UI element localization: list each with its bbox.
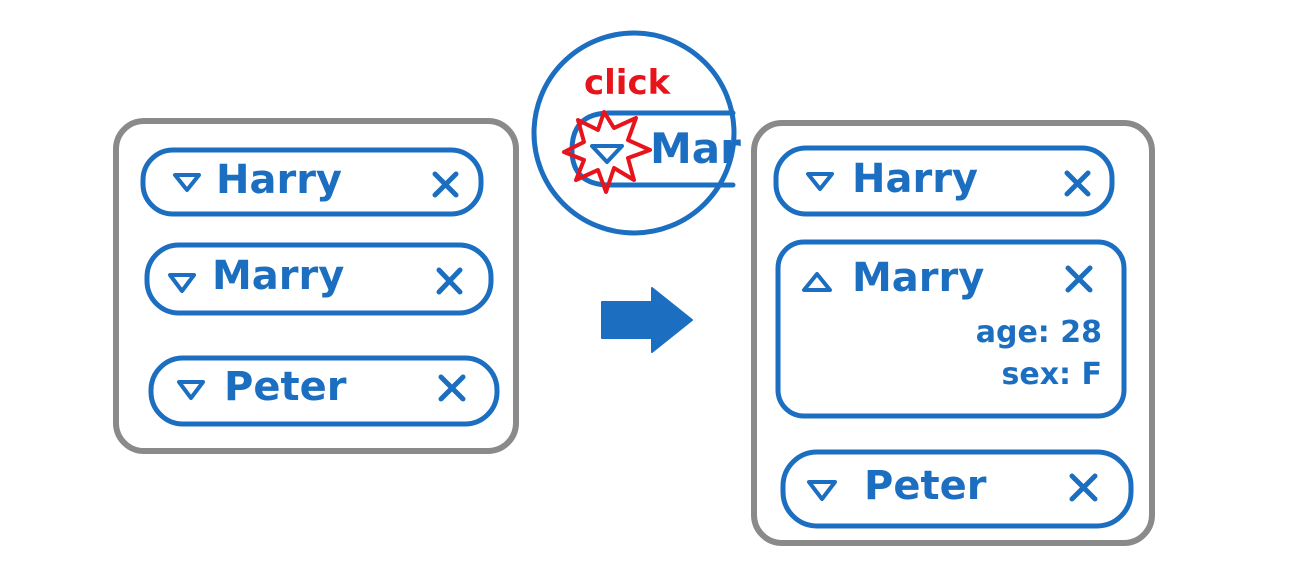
item-name-peter: Peter: [864, 463, 987, 509]
close-icon[interactable]: [1064, 170, 1091, 197]
before-item-harry[interactable]: [140, 147, 484, 217]
after-item-harry[interactable]: [773, 145, 1115, 217]
item-name-marry: Marry: [212, 253, 345, 299]
zoom-partial-name: Mar: [650, 124, 741, 173]
arrow-right-icon: [601, 287, 693, 353]
item-name-marry: Marry: [852, 255, 985, 301]
item-name-harry: Harry: [216, 157, 342, 203]
close-icon[interactable]: [432, 171, 459, 198]
item-name-peter: Peter: [224, 364, 347, 410]
detail-sex: sex: F: [1001, 357, 1103, 392]
caret-down-icon[interactable]: [177, 380, 205, 400]
caret-up-icon[interactable]: [802, 272, 832, 292]
click-label: click: [584, 63, 671, 103]
detail-age: age: 28: [975, 315, 1102, 350]
close-icon[interactable]: [1065, 265, 1093, 293]
after-item-marry[interactable]: [775, 239, 1127, 419]
close-icon[interactable]: [436, 267, 463, 295]
caret-down-icon[interactable]: [807, 480, 837, 501]
zoom-circle: [531, 30, 737, 236]
after-item-peter[interactable]: [780, 449, 1134, 529]
before-item-marry[interactable]: [144, 242, 494, 316]
close-icon[interactable]: [438, 374, 466, 402]
before-panel-frame: [113, 118, 519, 454]
item-name-harry: Harry: [852, 156, 978, 202]
caret-down-icon[interactable]: [806, 172, 834, 191]
starburst-icon: [562, 110, 652, 194]
caret-down-icon[interactable]: [168, 273, 196, 293]
caret-down-icon[interactable]: [173, 173, 201, 192]
close-icon[interactable]: [1069, 473, 1098, 502]
after-panel-frame: [751, 120, 1155, 546]
caret-down-icon[interactable]: [590, 144, 624, 164]
before-item-peter[interactable]: [148, 355, 500, 427]
